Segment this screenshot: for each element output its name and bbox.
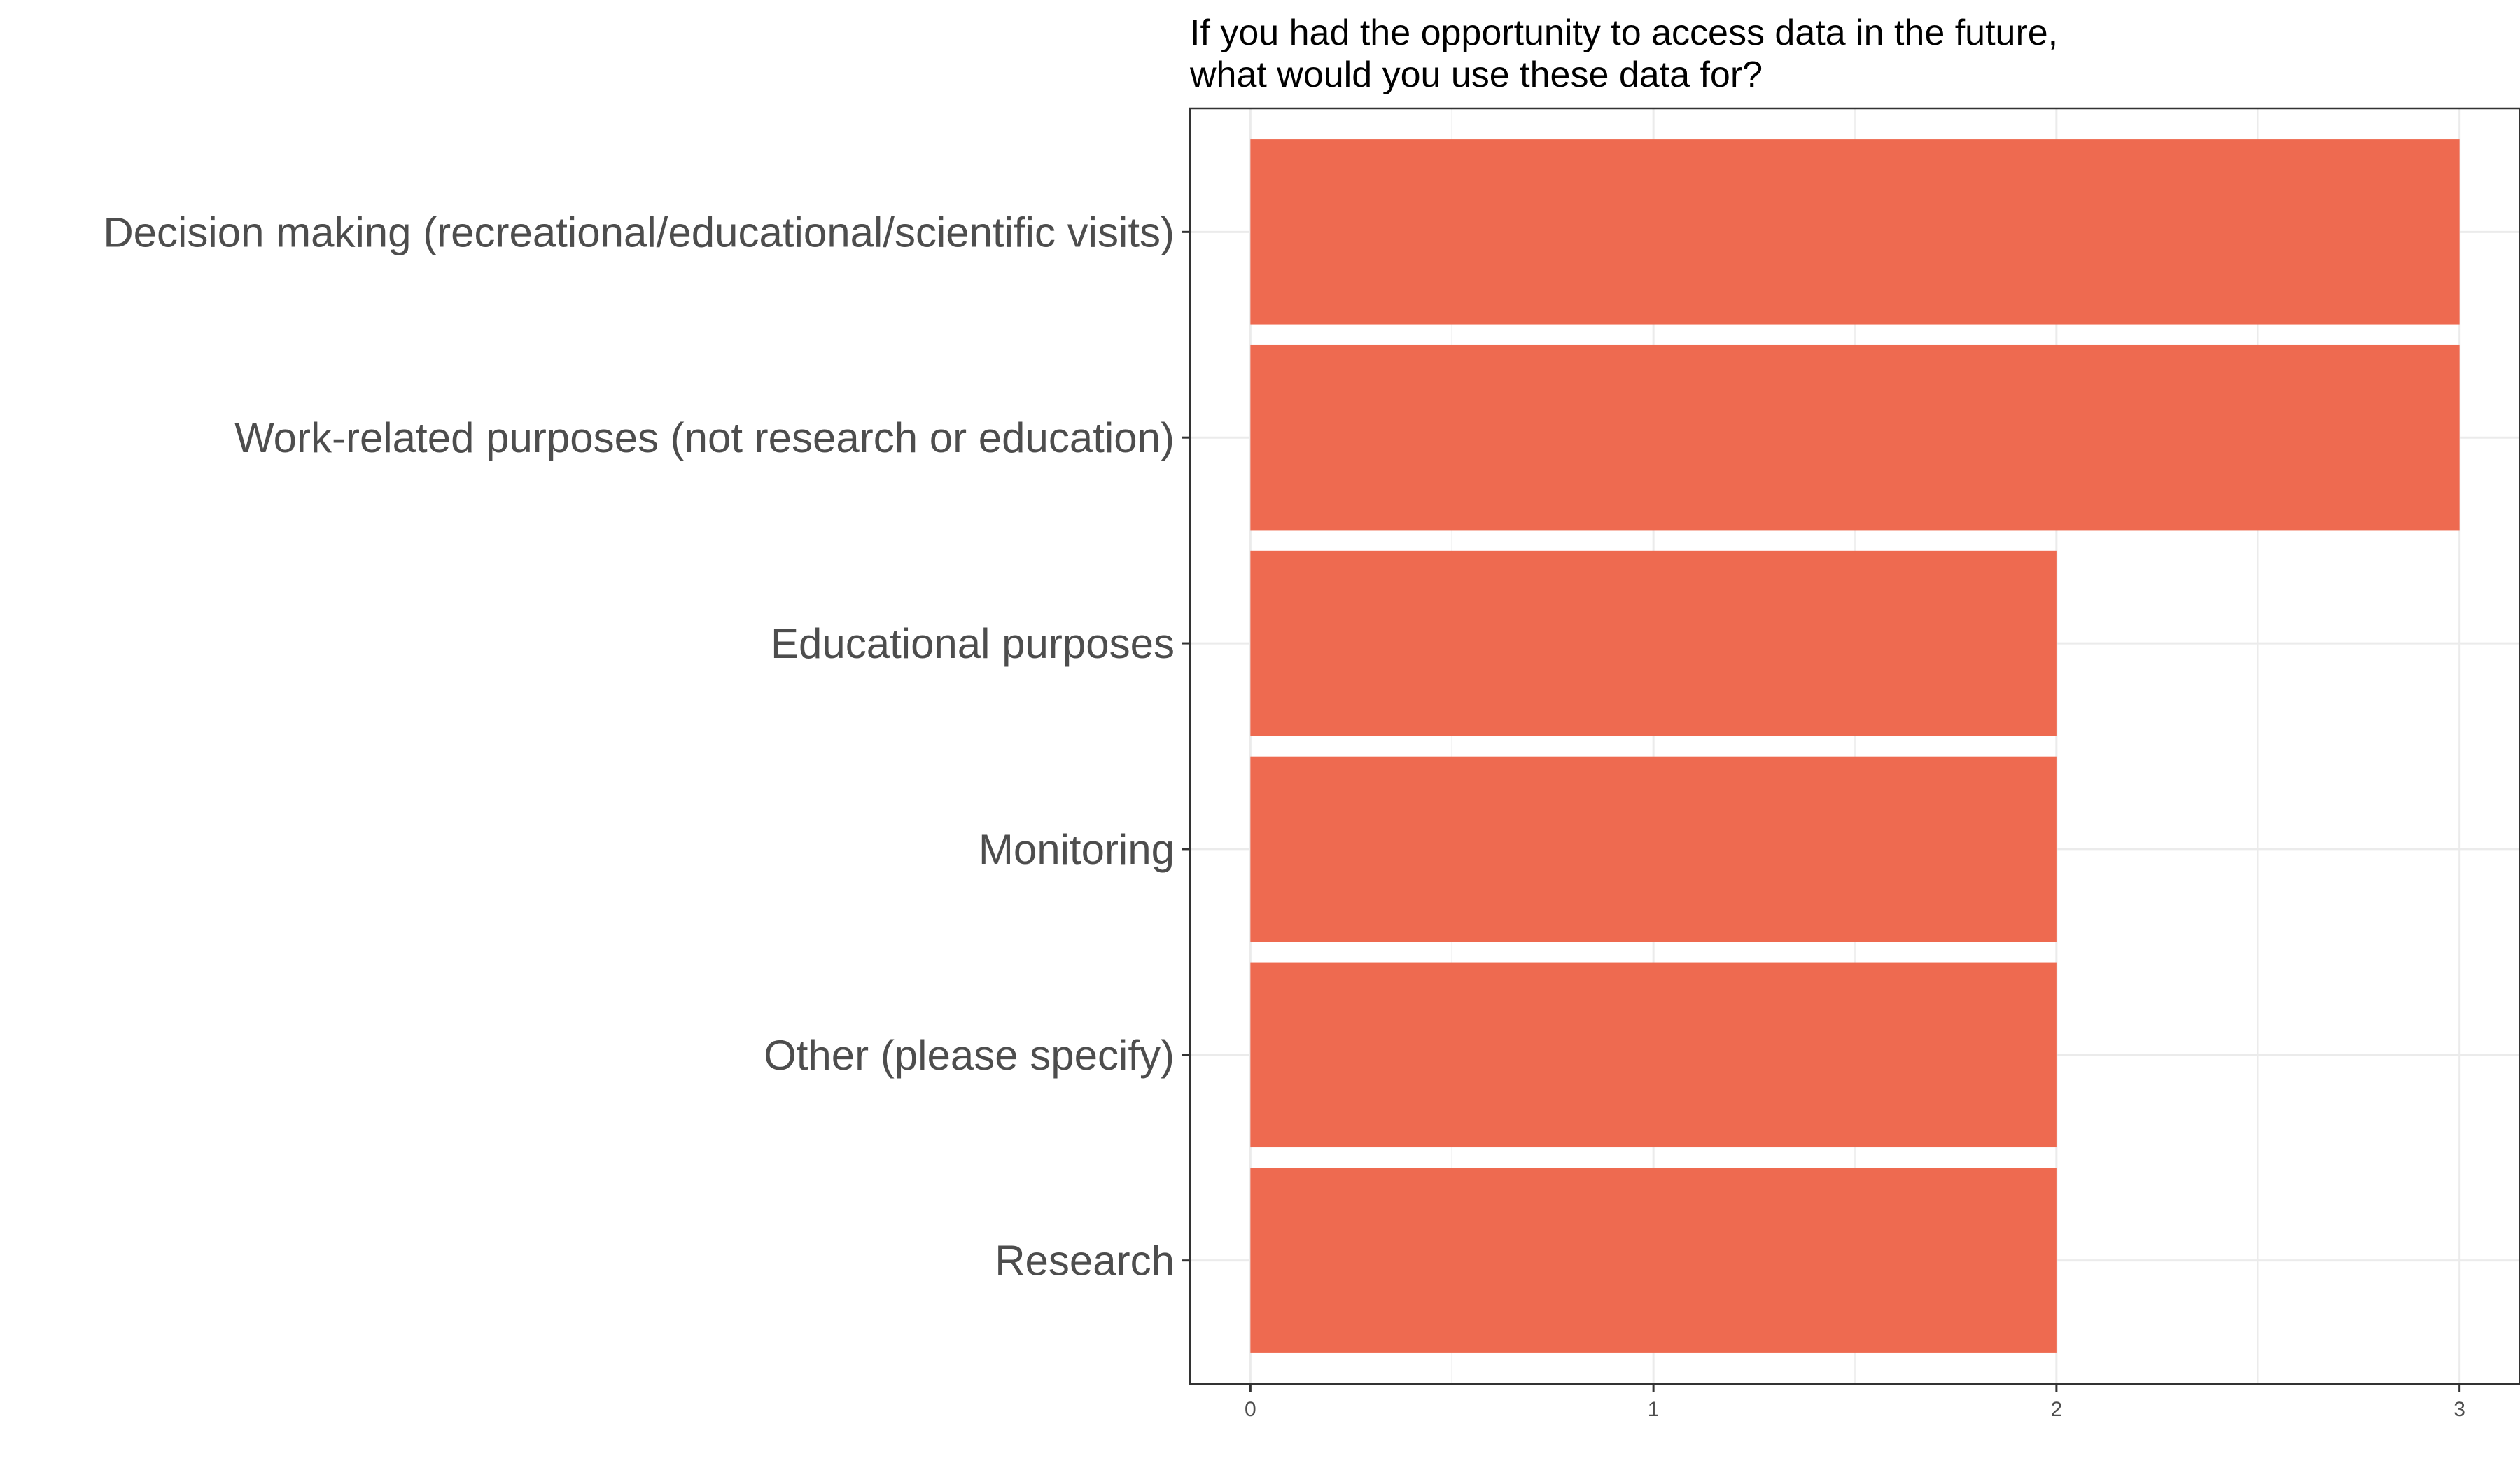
chart-title: If you had the opportunity to access dat… [1189, 13, 2058, 95]
y-axis: Decision making (recreational/educationa… [103, 209, 1190, 1284]
bar [1250, 756, 2057, 942]
y-tick-label: Educational purposes [771, 620, 1175, 667]
bar [1250, 139, 2460, 325]
panel-border [1189, 107, 2520, 1385]
bars [1250, 139, 2460, 1353]
bar [1250, 1168, 2057, 1353]
bar [1250, 962, 2057, 1148]
bar [1250, 550, 2057, 736]
x-tick-label: 2 [2051, 1398, 2063, 1421]
x-tick-label: 0 [1245, 1398, 1256, 1421]
x-tick-label: 1 [1648, 1398, 1660, 1421]
bar [1250, 344, 2460, 531]
chart-title-line-1: If you had the opportunity to access dat… [1190, 13, 2058, 53]
y-tick-label: Monitoring [979, 826, 1175, 873]
y-tick-label: Research [995, 1238, 1175, 1284]
y-tick-label: Other (please specify) [764, 1032, 1175, 1079]
x-tick-label: 3 [2454, 1398, 2465, 1421]
chart-title-line-2: what would you use these data for? [1189, 55, 1763, 95]
y-tick-label: Decision making (recreational/educationa… [103, 209, 1175, 255]
y-tick-label: Work-related purposes (not research or e… [234, 414, 1175, 461]
x-axis: 0 1 2 3 [1245, 1384, 2465, 1421]
